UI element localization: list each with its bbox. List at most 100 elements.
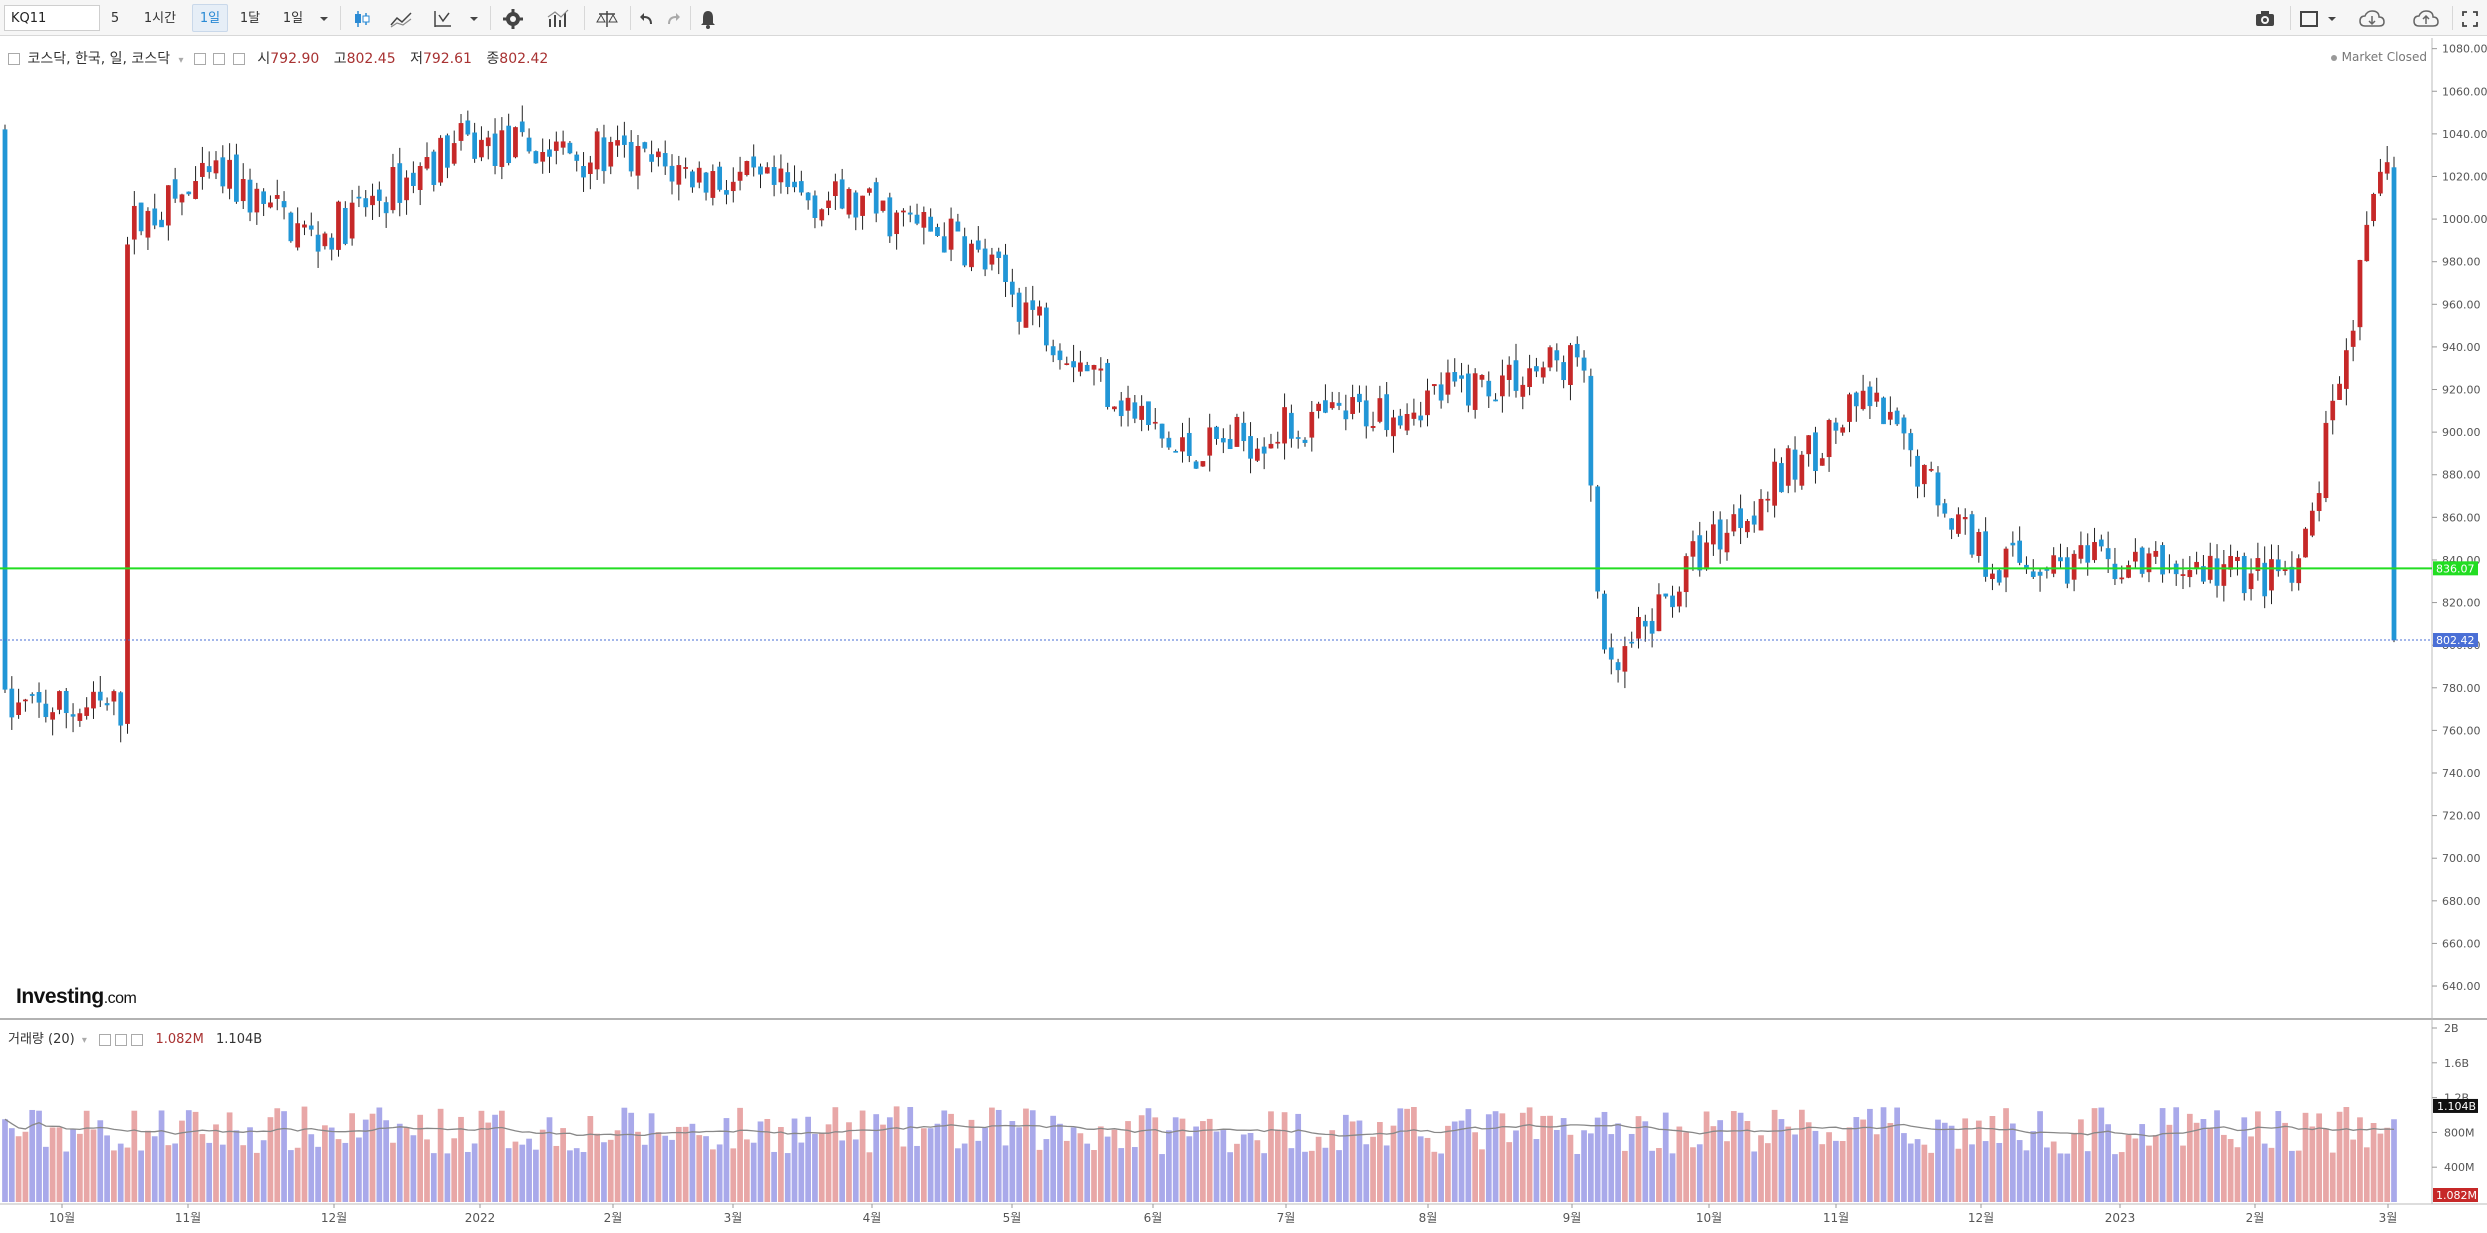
volume-settings-icon[interactable] <box>99 1033 112 1046</box>
layout-icon[interactable] <box>2296 4 2322 32</box>
candle-body <box>2044 569 2050 571</box>
candle-body <box>1084 364 1090 372</box>
legend-close-icon[interactable] <box>232 53 245 65</box>
volume-bar <box>1887 1123 1894 1202</box>
volume-bar <box>601 1142 607 1202</box>
collapse-icon[interactable] <box>8 53 20 65</box>
candle-body <box>1363 400 1369 427</box>
interval-1m-button[interactable]: 1일 <box>282 11 304 26</box>
interval-1w-button[interactable]: 1달 <box>239 11 261 26</box>
indicators-icon[interactable] <box>384 4 418 32</box>
volume-bar <box>1642 1121 1649 1202</box>
candle-body <box>581 166 586 178</box>
camera-icon[interactable] <box>2250 4 2280 32</box>
layout-dropdown[interactable] <box>2322 4 2342 32</box>
legend-settings-icon[interactable] <box>194 53 207 65</box>
interval-1h-button[interactable]: 1시간 <box>143 11 177 26</box>
cloud-save-icon[interactable] <box>2408 4 2444 32</box>
volume-bar <box>498 1110 505 1202</box>
volume-bar <box>1213 1131 1220 1202</box>
undo-icon[interactable] <box>634 4 660 32</box>
volume-bar <box>240 1145 247 1202</box>
studies-icon[interactable] <box>540 4 576 32</box>
volume-bar <box>1023 1108 1029 1202</box>
interval-1d-button[interactable]: 1일 <box>192 4 228 32</box>
compare-dropdown[interactable] <box>464 4 484 32</box>
candle-body <box>29 694 35 696</box>
candle-body <box>2037 571 2043 576</box>
volume-bar <box>703 1136 709 1202</box>
interval-dropdown[interactable] <box>314 4 334 32</box>
volume-bar <box>955 1148 961 1202</box>
candle-body <box>1935 472 1941 506</box>
volume-bar <box>709 1149 716 1202</box>
volume-bar <box>1445 1125 1451 1202</box>
redo-icon[interactable] <box>660 4 686 32</box>
y-tick-label: 1060.00 <box>2442 85 2487 98</box>
x-tick-label: 8월 <box>1419 1211 1438 1225</box>
candle-body <box>594 131 600 170</box>
volume-bar <box>1465 1109 1472 1202</box>
candle-body <box>778 168 784 183</box>
volume-bar <box>356 1137 362 1202</box>
volume-bar <box>2282 1122 2288 1202</box>
candle-body <box>1125 397 1131 411</box>
volume-dropdown-icon[interactable]: ▾ <box>81 1035 87 1046</box>
volume-bar <box>1274 1129 1281 1202</box>
candle-body <box>1636 617 1641 639</box>
legend-hide-icon[interactable] <box>213 53 226 65</box>
volume-bar <box>2091 1108 2098 1202</box>
volume-bar <box>213 1124 219 1202</box>
candles-icon[interactable] <box>346 4 378 32</box>
candle-body <box>91 691 96 709</box>
volume-bar <box>750 1142 757 1202</box>
volume-bar <box>165 1145 172 1202</box>
candle-body <box>2303 528 2308 558</box>
interval-count[interactable]: 5 <box>110 11 120 26</box>
candle-body <box>315 234 321 252</box>
volume-bar <box>989 1107 995 1202</box>
cloud-load-icon[interactable] <box>2354 4 2390 32</box>
compare-scale-icon[interactable] <box>590 4 624 32</box>
alert-bell-icon[interactable] <box>694 4 722 32</box>
x-tick-label: 2월 <box>604 1211 623 1225</box>
volume-bar <box>920 1128 927 1202</box>
volume-bar <box>1588 1133 1594 1202</box>
legend-dropdown-icon[interactable]: ▾ <box>178 55 184 66</box>
high-value: 802.45 <box>346 51 396 67</box>
volume-hide-icon[interactable] <box>115 1033 128 1046</box>
candle-body <box>1132 402 1138 419</box>
logo-brand: Investing <box>16 985 104 1008</box>
candle-body <box>2146 553 2152 573</box>
candle-body <box>404 177 409 201</box>
volume-bar <box>778 1127 784 1202</box>
compare-icon[interactable] <box>426 4 460 32</box>
candle-body <box>1254 448 1260 461</box>
y-tick-label: 760.00 <box>2442 724 2481 737</box>
symbol-input[interactable] <box>4 5 100 31</box>
candle-body <box>2269 559 2274 591</box>
fullscreen-icon[interactable] <box>2456 4 2484 32</box>
market-status: Market Closed <box>2330 50 2427 64</box>
volume-bar <box>533 1149 539 1202</box>
candle-body <box>649 154 654 162</box>
volume-close-icon[interactable] <box>131 1033 144 1046</box>
candle-body <box>1173 450 1179 453</box>
volume-bar <box>1805 1122 1812 1202</box>
candle-body <box>1425 390 1430 416</box>
candle-body <box>2153 550 2159 557</box>
volume-bar <box>526 1138 532 1202</box>
volume-bar <box>138 1150 144 1202</box>
settings-gear-icon[interactable] <box>496 4 530 32</box>
volume-bar <box>1955 1148 1962 1202</box>
candle-body <box>1826 420 1832 458</box>
volume-bar <box>1914 1139 1921 1202</box>
volume-bar <box>771 1151 777 1202</box>
candle-body <box>1050 346 1056 356</box>
volume-bar <box>1833 1140 1839 1202</box>
volume-bar <box>2241 1117 2248 1202</box>
candle-body <box>458 123 464 141</box>
candle-body <box>1302 439 1308 443</box>
volume-bar <box>2132 1138 2139 1202</box>
